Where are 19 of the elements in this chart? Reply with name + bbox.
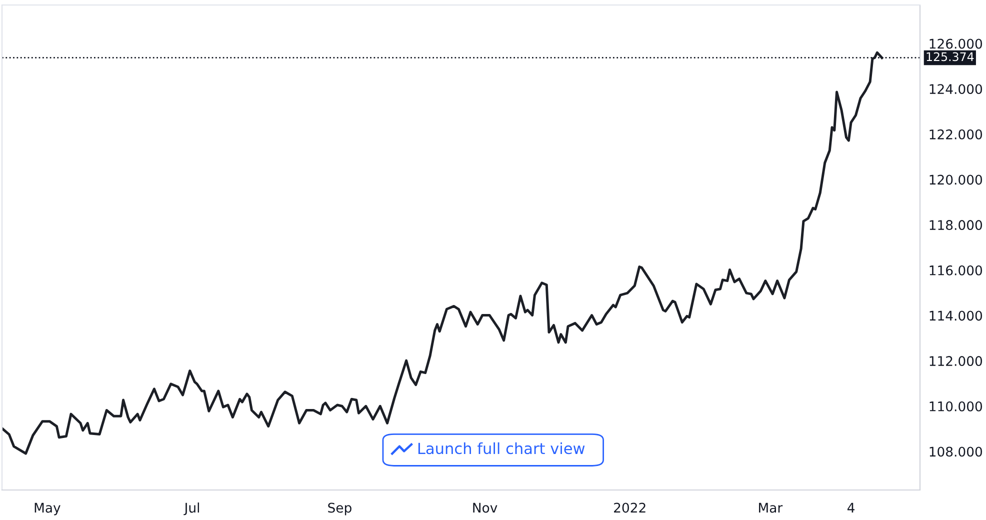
y-tick-label: 116.000 bbox=[930, 265, 982, 276]
y-tick-label: 110.000 bbox=[930, 401, 982, 412]
x-tick-label: 2022 bbox=[614, 502, 646, 513]
ref-line-label: 125.374 bbox=[926, 52, 974, 62]
y-tick-label: 112.000 bbox=[930, 356, 982, 366]
x-tick-label: May bbox=[34, 502, 60, 516]
y-tick-label: 120.000 bbox=[930, 174, 982, 185]
x-tick-label: 4 bbox=[847, 502, 854, 513]
y-tick-label: 122.000 bbox=[930, 129, 982, 140]
x-tick-label: Sep bbox=[328, 502, 352, 516]
annotation: Launch full chart view bbox=[418, 442, 585, 454]
y-tick-label: 108.000 bbox=[930, 446, 982, 457]
y-tick-label: 124.000 bbox=[930, 84, 982, 94]
x-tick-label: Jul bbox=[184, 502, 199, 516]
x-tick-label: Nov bbox=[473, 502, 498, 513]
y-tick-label: 114.000 bbox=[930, 310, 982, 321]
y-tick-label: 126.000 bbox=[930, 38, 982, 49]
x-tick-label: Mar bbox=[759, 502, 783, 513]
y-tick-label: 118.000 bbox=[930, 220, 982, 230]
